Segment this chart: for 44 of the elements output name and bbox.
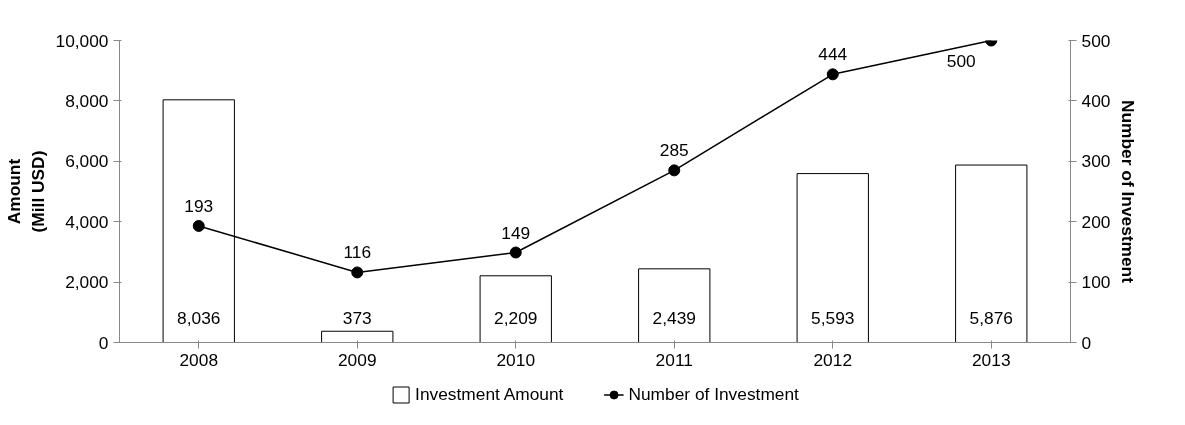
data-label: 5,593 bbox=[811, 308, 855, 329]
y2-tick-label: 300 bbox=[1081, 151, 1111, 172]
y2-tick-label: 0 bbox=[1081, 332, 1092, 353]
data-label: 285 bbox=[659, 140, 689, 161]
y2-tick-label: 200 bbox=[1081, 211, 1111, 232]
data-label: 500 bbox=[946, 50, 976, 71]
x-tick-label: 2012 bbox=[813, 349, 853, 370]
legend-label: Investment Amount bbox=[415, 383, 564, 405]
bar bbox=[638, 268, 711, 343]
y2-tick-label: 100 bbox=[1081, 272, 1111, 293]
legend-label: Number of Investment bbox=[628, 383, 799, 405]
data-label: 193 bbox=[184, 195, 214, 216]
point bbox=[668, 164, 681, 177]
y-tick-label: 8,000 bbox=[65, 90, 109, 111]
y-axis-title: Amount (Mill USD) bbox=[3, 150, 48, 233]
bar bbox=[321, 330, 394, 343]
x-tick-label: 2011 bbox=[655, 349, 693, 370]
data-label: 116 bbox=[343, 242, 372, 263]
point bbox=[351, 266, 364, 279]
x-tick-label: 2008 bbox=[179, 349, 219, 370]
point bbox=[509, 246, 522, 259]
bar bbox=[796, 173, 869, 343]
y2-axis-title: Number of Investment bbox=[1118, 100, 1139, 284]
point bbox=[826, 68, 839, 81]
y-tick-label: 6,000 bbox=[65, 151, 109, 172]
x-tick-label: 2013 bbox=[971, 349, 1011, 370]
data-label: 2,209 bbox=[494, 308, 538, 329]
data-label: 149 bbox=[501, 222, 531, 243]
data-label: 8,036 bbox=[177, 308, 221, 329]
data-label: 373 bbox=[342, 308, 372, 329]
data-label: 2,439 bbox=[652, 308, 696, 329]
bar bbox=[955, 164, 1028, 343]
bar bbox=[479, 275, 552, 343]
x-tick-label: 2010 bbox=[496, 349, 536, 370]
data-label: 5,876 bbox=[969, 308, 1013, 329]
y-tick-label: 2,000 bbox=[65, 272, 109, 293]
y2-tick-label: 500 bbox=[1081, 30, 1111, 51]
data-label: 444 bbox=[818, 44, 848, 65]
y-tick-label: 0 bbox=[98, 332, 109, 353]
point bbox=[192, 219, 205, 232]
y-tick-label: 4,000 bbox=[65, 211, 109, 232]
y-tick-label: 10,000 bbox=[55, 30, 109, 51]
x-tick-label: 2009 bbox=[337, 349, 377, 370]
y2-tick-label: 400 bbox=[1081, 90, 1111, 111]
